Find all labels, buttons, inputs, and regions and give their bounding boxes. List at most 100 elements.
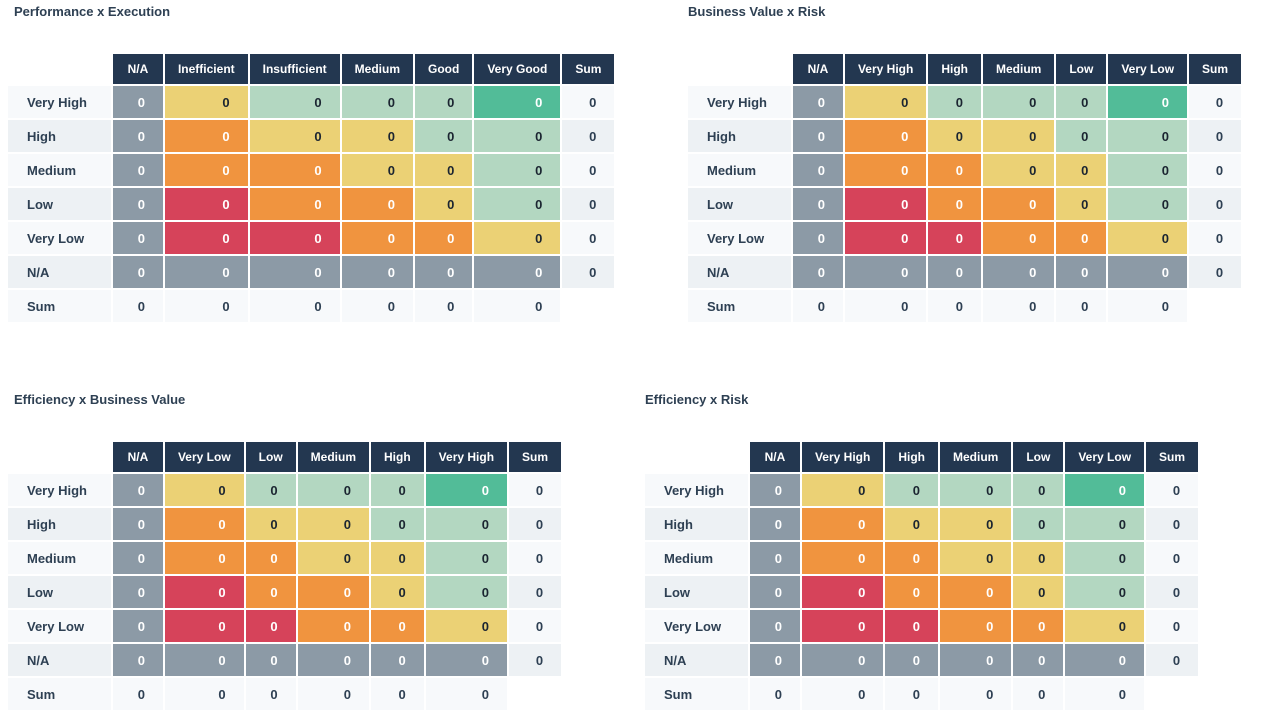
cell-low-very-high[interactable]: 0 [844,188,927,220]
cell-medium-medium[interactable]: 0 [341,154,413,186]
cell-medium-high[interactable]: 0 [371,542,424,574]
cell-very-high-n-a[interactable]: 0 [112,86,163,118]
cell-n-a-inefficient[interactable]: 0 [164,256,248,288]
cell-very-high-medium[interactable]: 0 [940,474,1012,506]
cell-n-a-insufficient[interactable]: 0 [249,256,340,288]
cell-n-a-n-a[interactable]: 0 [112,256,163,288]
cell-very-low-high[interactable]: 0 [885,610,938,642]
cell-very-high-n-a[interactable]: 0 [749,474,800,506]
cell-high-very-low[interactable]: 0 [1065,508,1145,540]
cell-n-a-low[interactable]: 0 [1056,256,1107,288]
cell-very-low-very-high[interactable]: 0 [425,610,508,642]
cell-very-high-inefficient[interactable]: 0 [164,86,248,118]
cell-high-very-high[interactable]: 0 [425,508,508,540]
cell-medium-very-high[interactable]: 0 [425,542,508,574]
cell-very-high-very-low[interactable]: 0 [164,474,244,506]
cell-medium-very-low[interactable]: 0 [164,542,244,574]
cell-high-low[interactable]: 0 [1013,508,1064,540]
cell-very-low-good[interactable]: 0 [415,222,473,254]
cell-medium-very-low[interactable]: 0 [1108,154,1188,186]
cell-medium-medium[interactable]: 0 [297,542,369,574]
cell-very-low-n-a[interactable]: 0 [749,610,800,642]
cell-high-very-good[interactable]: 0 [474,120,561,152]
cell-medium-medium[interactable]: 0 [940,542,1012,574]
cell-very-high-high[interactable]: 0 [928,86,981,118]
cell-very-low-n-a[interactable]: 0 [792,222,843,254]
cell-low-medium[interactable]: 0 [297,576,369,608]
cell-very-low-low[interactable]: 0 [1056,222,1107,254]
cell-low-medium[interactable]: 0 [983,188,1055,220]
cell-very-high-very-low[interactable]: 0 [1108,86,1188,118]
cell-very-high-n-a[interactable]: 0 [112,474,163,506]
cell-very-high-low[interactable]: 0 [245,474,296,506]
cell-n-a-good[interactable]: 0 [415,256,473,288]
cell-high-very-high[interactable]: 0 [801,508,884,540]
cell-very-low-insufficient[interactable]: 0 [249,222,340,254]
cell-high-very-high[interactable]: 0 [844,120,927,152]
cell-medium-low[interactable]: 0 [1056,154,1107,186]
cell-medium-n-a[interactable]: 0 [112,154,163,186]
cell-low-good[interactable]: 0 [415,188,473,220]
cell-medium-low[interactable]: 0 [245,542,296,574]
cell-n-a-medium[interactable]: 0 [297,644,369,676]
cell-medium-medium[interactable]: 0 [983,154,1055,186]
cell-low-very-low[interactable]: 0 [1065,576,1145,608]
cell-high-low[interactable]: 0 [245,508,296,540]
cell-low-high[interactable]: 0 [371,576,424,608]
cell-very-low-low[interactable]: 0 [245,610,296,642]
cell-very-high-very-high[interactable]: 0 [425,474,508,506]
cell-high-low[interactable]: 0 [1056,120,1107,152]
cell-very-high-insufficient[interactable]: 0 [249,86,340,118]
cell-high-medium[interactable]: 0 [940,508,1012,540]
cell-very-low-n-a[interactable]: 0 [112,610,163,642]
cell-high-medium[interactable]: 0 [983,120,1055,152]
cell-very-high-high[interactable]: 0 [371,474,424,506]
cell-medium-n-a[interactable]: 0 [792,154,843,186]
cell-n-a-very-high[interactable]: 0 [801,644,884,676]
cell-medium-n-a[interactable]: 0 [112,542,163,574]
cell-n-a-low[interactable]: 0 [1013,644,1064,676]
cell-very-high-very-high[interactable]: 0 [844,86,927,118]
cell-n-a-medium[interactable]: 0 [983,256,1055,288]
cell-high-medium[interactable]: 0 [297,508,369,540]
cell-medium-very-high[interactable]: 0 [801,542,884,574]
cell-low-very-low[interactable]: 0 [164,576,244,608]
cell-very-high-medium[interactable]: 0 [341,86,413,118]
cell-very-high-very-good[interactable]: 0 [474,86,561,118]
cell-medium-insufficient[interactable]: 0 [249,154,340,186]
cell-high-insufficient[interactable]: 0 [249,120,340,152]
cell-very-high-very-high[interactable]: 0 [801,474,884,506]
cell-low-n-a[interactable]: 0 [749,576,800,608]
cell-medium-very-low[interactable]: 0 [1065,542,1145,574]
cell-n-a-n-a[interactable]: 0 [749,644,800,676]
cell-high-good[interactable]: 0 [415,120,473,152]
cell-low-very-high[interactable]: 0 [801,576,884,608]
cell-high-very-low[interactable]: 0 [1108,120,1188,152]
cell-n-a-very-low[interactable]: 0 [1108,256,1188,288]
cell-medium-low[interactable]: 0 [1013,542,1064,574]
cell-low-very-good[interactable]: 0 [474,188,561,220]
cell-high-high[interactable]: 0 [885,508,938,540]
cell-low-very-low[interactable]: 0 [1108,188,1188,220]
cell-low-medium[interactable]: 0 [341,188,413,220]
cell-very-high-very-low[interactable]: 0 [1065,474,1145,506]
cell-medium-high[interactable]: 0 [928,154,981,186]
cell-low-n-a[interactable]: 0 [112,188,163,220]
cell-n-a-very-high[interactable]: 0 [844,256,927,288]
cell-low-low[interactable]: 0 [1013,576,1064,608]
cell-very-low-very-low[interactable]: 0 [1065,610,1145,642]
cell-very-low-very-low[interactable]: 0 [164,610,244,642]
cell-very-low-medium[interactable]: 0 [940,610,1012,642]
cell-low-low[interactable]: 0 [245,576,296,608]
cell-high-n-a[interactable]: 0 [112,120,163,152]
cell-low-medium[interactable]: 0 [940,576,1012,608]
cell-n-a-very-high[interactable]: 0 [425,644,508,676]
cell-n-a-high[interactable]: 0 [371,644,424,676]
cell-very-high-low[interactable]: 0 [1056,86,1107,118]
cell-high-high[interactable]: 0 [928,120,981,152]
cell-very-low-medium[interactable]: 0 [983,222,1055,254]
cell-low-low[interactable]: 0 [1056,188,1107,220]
cell-n-a-n-a[interactable]: 0 [112,644,163,676]
cell-high-n-a[interactable]: 0 [749,508,800,540]
cell-very-low-inefficient[interactable]: 0 [164,222,248,254]
